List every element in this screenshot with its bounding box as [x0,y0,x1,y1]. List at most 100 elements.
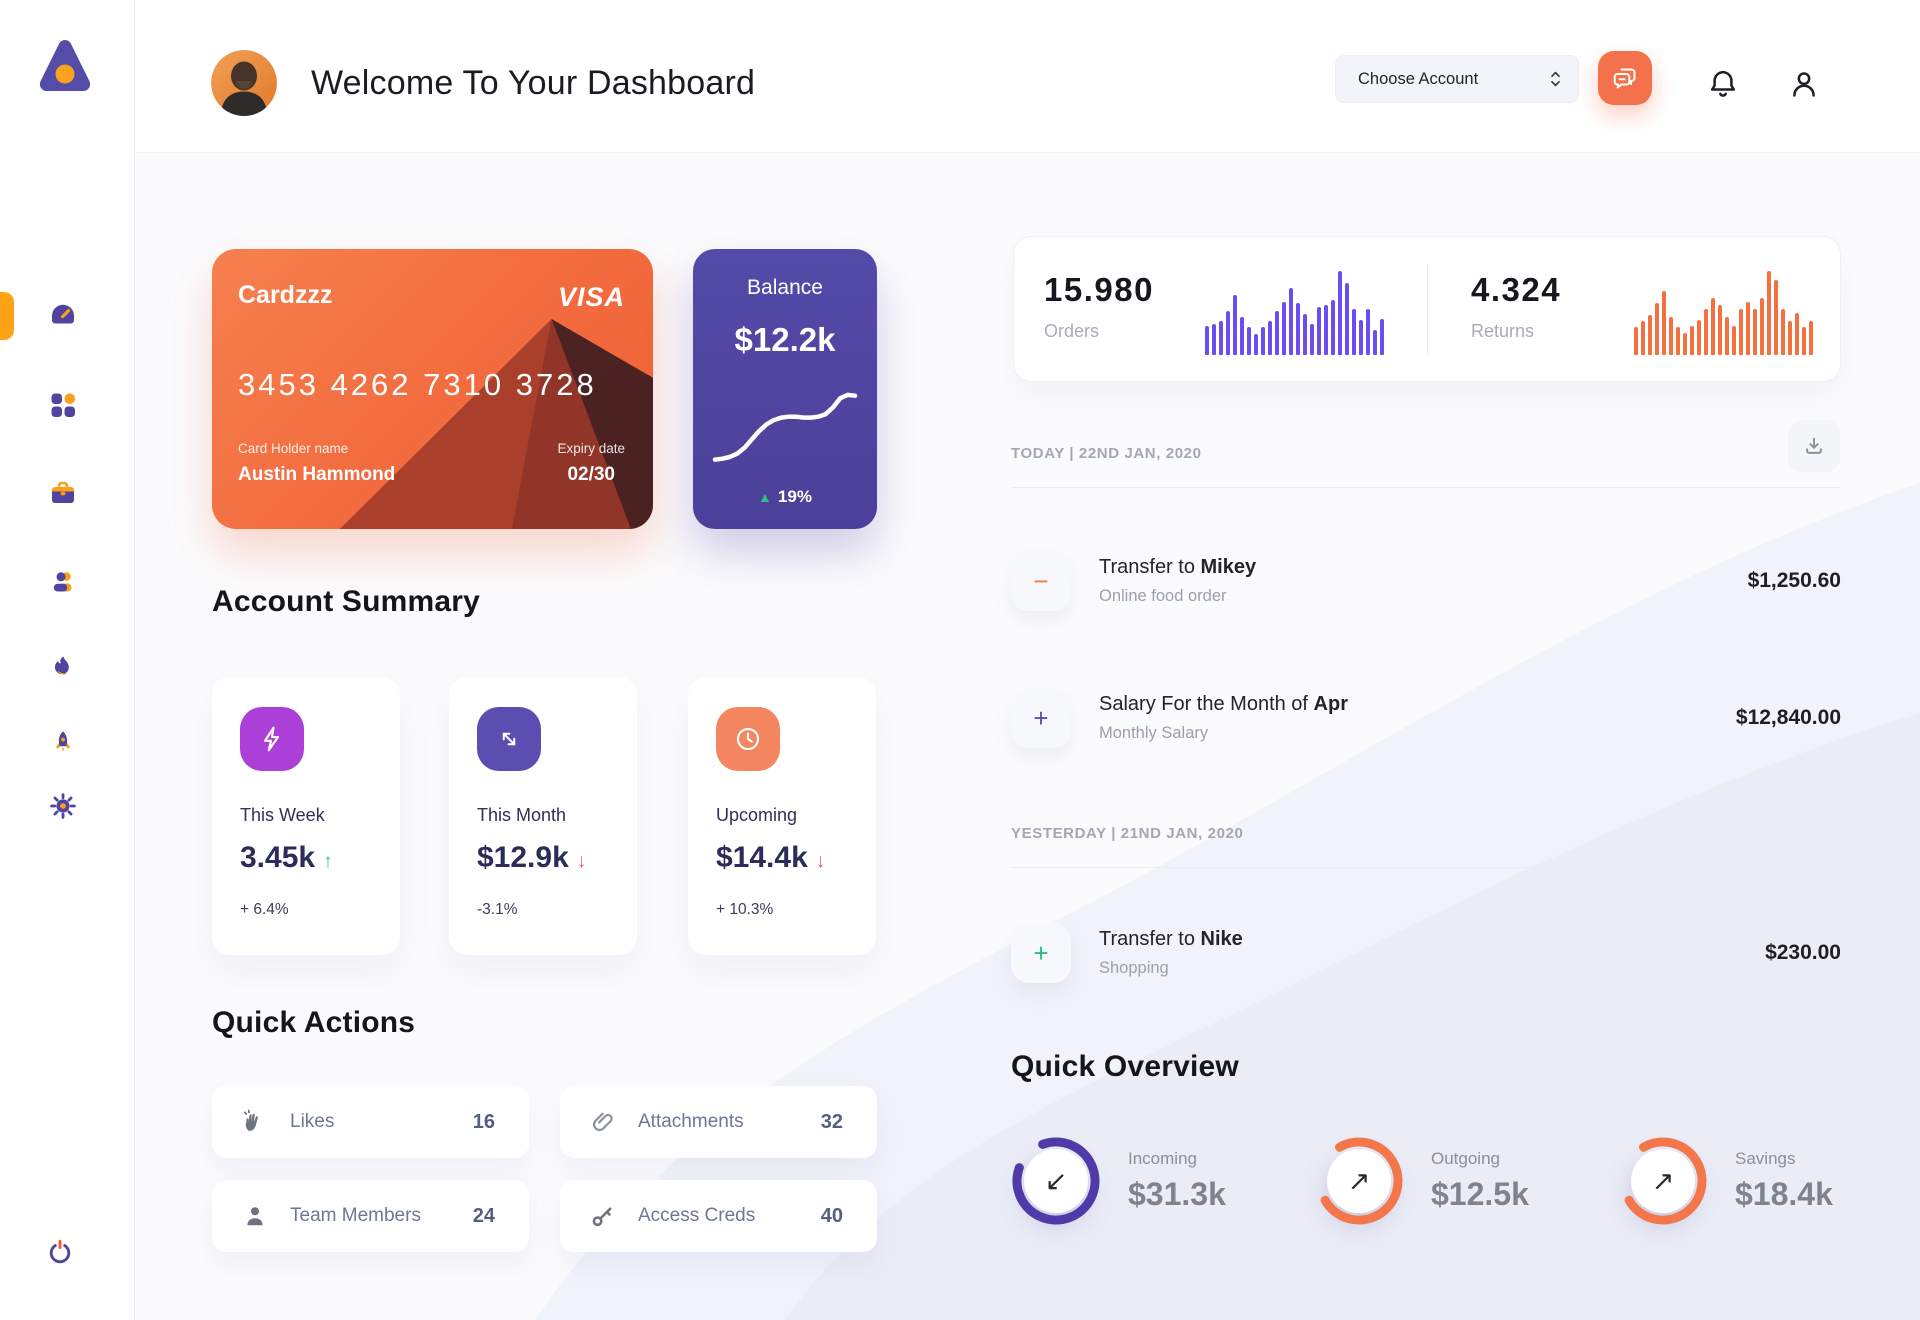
outgoing-progress-ring: ↗ [1311,1133,1407,1229]
summary-value: $14.4k ↓ [716,841,825,875]
transaction-row[interactable]: − Transfer to Mikey Online food order $1… [1011,550,1841,612]
balance-card: Balance $12.2k ▲ 19% [693,249,877,529]
quick-action-label: Team Members [290,1205,421,1226]
tx-title: Transfer to Nike [1099,928,1243,951]
balance-change-value: 19% [777,487,812,506]
quick-action-count: 24 [472,1204,495,1227]
overview-label: Outgoing [1431,1149,1500,1168]
tx-icon-tile: + [1011,923,1071,983]
quick-action-label: Attachments [638,1111,744,1132]
quick-action-access-creds[interactable]: Access Creds 40 [560,1180,877,1252]
tx-group-date-yesterday: YESTERDAY | 21ND JAN, 2020 [1011,825,1244,842]
minus-icon: − [1033,565,1049,596]
visa-logo: VISA [557,282,625,312]
overview-value: $31.3k [1128,1176,1226,1212]
card-name: Cardzzz [238,281,333,309]
sidebar-item-logout[interactable] [45,1237,77,1269]
tx-subtitle: Monthly Salary [1099,724,1209,742]
member-icon [247,1207,263,1226]
quick-action-attachments[interactable]: Attachments 32 [560,1086,877,1158]
sidebar-item-team[interactable] [47,566,79,598]
balance-change: ▲ 19% [693,487,877,507]
paperclip-icon [592,1112,613,1132]
sidebar-item-activity[interactable] [47,652,79,684]
overview-label: Savings [1735,1149,1796,1168]
transaction-row[interactable]: + Salary For the Month of Apr Monthly Sa… [1011,687,1841,749]
messages-button[interactable] [1598,51,1652,105]
choose-account-select[interactable]: Choose Account [1335,55,1579,103]
sidebar [0,0,135,1320]
quick-action-team-members[interactable]: Team Members 24 [212,1180,529,1252]
diagonal-arrows-icon [477,707,541,771]
orders-value: 15.980 [1044,271,1154,308]
orders-bar-chart [1205,271,1387,355]
summary-card-this-month: This Month $12.9k ↓ -3.1% [449,677,637,955]
download-button[interactable] [1788,420,1840,472]
tx-title: Salary For the Month of Apr [1099,693,1348,716]
avatar-photo [211,50,277,116]
power-icon [49,1239,71,1264]
quick-action-label: Access Creds [638,1205,756,1226]
tx-amount: $12,840.00 [1735,706,1841,729]
summary-label: This Week [240,805,325,825]
tx-title-bold: Mikey [1200,556,1257,578]
sidebar-item-launch[interactable] [47,726,79,758]
tx-title-prefix: Transfer to [1099,556,1201,578]
trend-up-icon: ↑ [323,851,333,872]
download-icon [1806,437,1822,454]
briefcase-icon [52,481,74,503]
trend-down-icon: ↓ [576,851,587,872]
tx-title: Transfer to Mikey [1099,556,1256,579]
card-number: 3453 4262 7310 3728 [238,367,597,402]
overview-incoming: ↙ Incoming $31.3k [1008,1133,1226,1229]
profile-button[interactable] [1784,64,1824,104]
divider [1011,867,1841,868]
quick-action-label: Likes [290,1111,335,1132]
clock-icon [716,707,780,771]
savings-progress-ring: ↗ [1615,1133,1711,1229]
sidebar-item-settings[interactable] [47,790,79,822]
sidebar-item-dashboard[interactable] [47,300,79,332]
tx-title-bold: Apr [1313,693,1348,715]
app-logo[interactable] [36,36,94,96]
balance-value: $12.2k [734,321,836,358]
stats-divider [1427,265,1428,355]
summary-value-text: $12.9k [477,841,569,874]
up-arrow-icon: ▲ [758,489,772,505]
incoming-progress-ring: ↙ [1008,1133,1104,1229]
overview-value: $12.5k [1431,1176,1529,1212]
person-icon [1793,72,1815,97]
key-icon [592,1207,612,1227]
choose-account-label: Choose Account [1358,69,1479,88]
quick-action-count: 16 [472,1110,495,1133]
chat-bubbles-icon [1613,68,1636,89]
notifications-button[interactable] [1703,64,1743,104]
summary-delta: -3.1% [477,901,518,918]
tx-group-date-today: TODAY | 22ND JAN, 2020 [1011,445,1202,462]
tx-title-bold: Nike [1200,928,1243,950]
overview-outgoing: ↗ Outgoing $12.5k [1311,1133,1529,1229]
returns-bar-chart [1634,271,1817,355]
quick-action-count: 32 [820,1110,843,1133]
apps-grid-icon [51,393,75,417]
credit-card: Cardzzz VISA 3453 4262 7310 3728 Card Ho… [212,249,653,529]
expiry-label: Expiry date [557,441,625,456]
sidebar-item-work[interactable] [47,477,79,509]
summary-card-this-week: This Week 3.45k ↑ + 6.4% [212,677,400,955]
sidebar-item-apps[interactable] [47,389,79,421]
returns-value: 4.324 [1471,271,1562,308]
transaction-row[interactable]: + Transfer to Nike Shopping $230.00 [1011,922,1841,984]
lightning-icon [240,707,304,771]
user-avatar[interactable] [211,50,277,116]
quick-action-likes[interactable]: Likes 16 [212,1086,529,1158]
tx-amount: $230.00 [1765,941,1841,964]
tx-amount: $1,250.60 [1747,569,1841,592]
summary-label: Upcoming [716,805,798,825]
summary-label: This Month [477,805,567,825]
user-icon [53,572,72,592]
overview-savings: ↗ Savings $18.4k [1615,1133,1833,1229]
tx-title-prefix: Transfer to [1099,928,1201,950]
summary-delta: + 10.3% [716,901,774,918]
bell-icon [1710,71,1736,97]
